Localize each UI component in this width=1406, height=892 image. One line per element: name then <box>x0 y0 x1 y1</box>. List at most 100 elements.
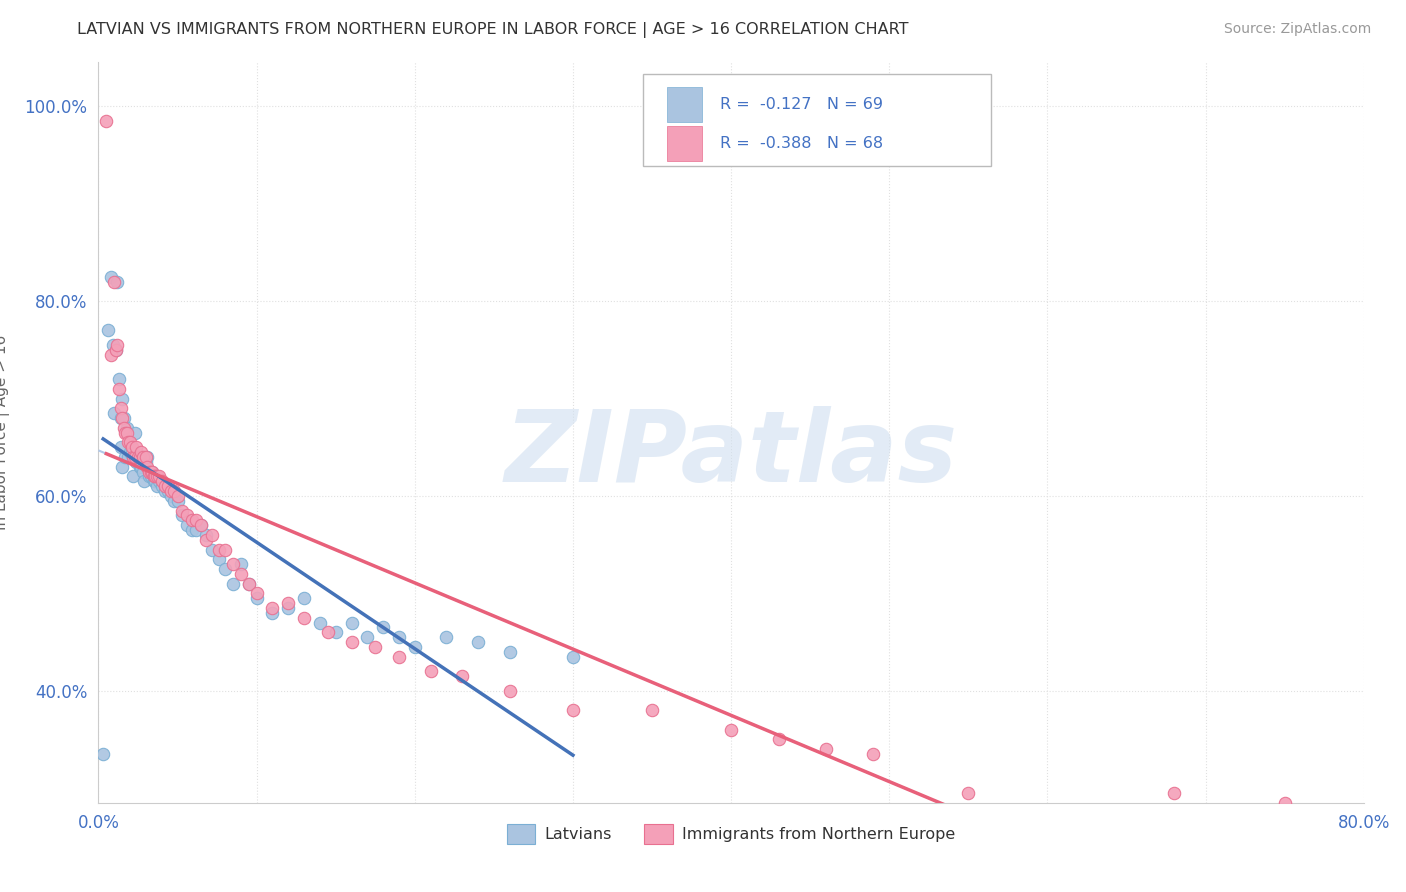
Point <box>111 411 134 425</box>
Point <box>436 630 458 644</box>
Point <box>222 576 245 591</box>
Point <box>364 640 387 654</box>
Point <box>371 620 394 634</box>
Point <box>292 591 315 606</box>
Point <box>111 392 134 406</box>
Point <box>125 455 148 469</box>
Point <box>128 459 150 474</box>
Y-axis label: In Labor Force | Age > 16: In Labor Force | Age > 16 <box>0 335 10 530</box>
Point <box>163 493 186 508</box>
Point <box>340 635 363 649</box>
Text: R =  -0.388   N = 68: R = -0.388 N = 68 <box>720 136 883 151</box>
Point <box>316 625 339 640</box>
Point <box>141 465 163 479</box>
Point <box>103 275 125 289</box>
FancyBboxPatch shape <box>666 87 702 122</box>
Point <box>190 518 212 533</box>
Point <box>388 649 411 664</box>
Point <box>246 586 269 600</box>
Point <box>498 645 520 659</box>
Point <box>768 732 790 747</box>
Point <box>139 465 162 479</box>
Point <box>222 557 245 571</box>
Point <box>145 469 166 483</box>
Point <box>146 469 169 483</box>
Point <box>145 475 166 489</box>
Point <box>122 450 145 464</box>
Point <box>166 493 188 508</box>
Text: LATVIAN VS IMMIGRANTS FROM NORTHERN EUROPE IN LABOR FORCE | AGE > 16 CORRELATION: LATVIAN VS IMMIGRANTS FROM NORTHERN EURO… <box>77 22 908 38</box>
Point <box>117 450 139 464</box>
Text: R =  -0.127   N = 69: R = -0.127 N = 69 <box>720 97 883 112</box>
Point <box>262 601 284 615</box>
Point <box>1274 796 1296 810</box>
Point <box>957 786 980 800</box>
Point <box>150 479 173 493</box>
Point <box>112 411 135 425</box>
Text: Source: ZipAtlas.com: Source: ZipAtlas.com <box>1223 22 1371 37</box>
Point <box>124 450 146 464</box>
Point <box>108 382 131 396</box>
Point <box>404 640 426 654</box>
Point <box>720 723 742 737</box>
Point <box>214 542 236 557</box>
Point <box>136 450 159 464</box>
Point <box>356 630 378 644</box>
Point <box>814 742 837 756</box>
Point <box>180 523 202 537</box>
Point <box>120 445 141 459</box>
Point <box>561 649 585 664</box>
Point <box>121 440 143 454</box>
Point <box>467 635 489 649</box>
Point <box>141 465 163 479</box>
Point <box>104 343 127 357</box>
Point <box>325 625 347 640</box>
Point <box>103 406 125 420</box>
Point <box>172 508 194 523</box>
Point <box>229 566 252 581</box>
Point <box>146 479 169 493</box>
Point <box>201 542 224 557</box>
Point <box>641 703 664 717</box>
Point <box>121 445 143 459</box>
Point <box>122 469 145 483</box>
Point <box>108 372 131 386</box>
Point <box>117 435 139 450</box>
Point <box>135 455 157 469</box>
Point <box>277 596 299 610</box>
Point <box>142 475 165 489</box>
Point <box>498 683 520 698</box>
Point <box>127 450 149 464</box>
Point <box>100 348 122 362</box>
Point <box>246 591 269 606</box>
Point <box>127 450 149 464</box>
Point <box>134 475 156 489</box>
Point <box>148 475 170 489</box>
Point <box>139 469 162 483</box>
Point <box>309 615 332 630</box>
Point <box>160 489 183 503</box>
Point <box>238 576 260 591</box>
Text: ZIPatlas: ZIPatlas <box>505 407 957 503</box>
Point <box>115 425 138 440</box>
Point <box>166 489 188 503</box>
Point <box>190 518 212 533</box>
Point <box>176 518 198 533</box>
Point <box>96 114 118 128</box>
FancyBboxPatch shape <box>643 73 990 166</box>
Point <box>132 450 155 464</box>
Point <box>114 450 136 464</box>
Point <box>451 669 474 683</box>
Point <box>292 610 315 624</box>
Point <box>150 475 173 489</box>
Legend: Latvians, Immigrants from Northern Europe: Latvians, Immigrants from Northern Europ… <box>501 818 962 850</box>
Point <box>122 450 145 464</box>
Point <box>124 425 146 440</box>
Point <box>107 275 129 289</box>
Point <box>100 269 122 284</box>
Point <box>153 484 176 499</box>
Point <box>107 338 129 352</box>
Point <box>229 557 252 571</box>
Point <box>142 469 165 483</box>
Point <box>157 484 180 499</box>
